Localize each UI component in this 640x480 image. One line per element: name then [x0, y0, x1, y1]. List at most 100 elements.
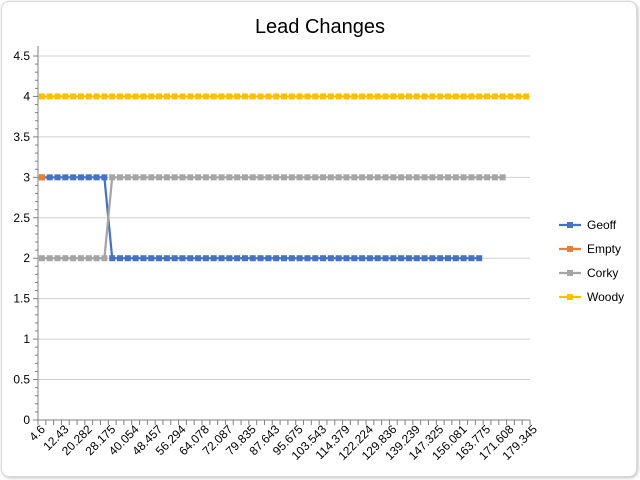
data-point-geoff — [468, 255, 475, 262]
legend-marker-woody — [567, 294, 573, 300]
data-point-woody — [38, 93, 45, 100]
data-point-geoff — [429, 255, 436, 262]
data-point-woody — [405, 93, 412, 100]
data-point-corky — [234, 174, 241, 181]
data-point-corky — [179, 174, 186, 181]
data-point-geoff — [351, 255, 358, 262]
data-point-corky — [491, 174, 498, 181]
legend-label-empty: Empty — [587, 242, 621, 256]
data-point-corky — [273, 174, 280, 181]
data-point-corky — [163, 174, 170, 181]
data-point-woody — [117, 93, 123, 100]
data-point-corky — [499, 174, 506, 181]
legend-label-woody: Woody — [587, 290, 624, 304]
data-point-woody — [101, 93, 108, 100]
data-point-corky — [366, 174, 373, 181]
data-point-woody — [499, 93, 506, 100]
data-point-woody — [507, 93, 514, 100]
data-point-woody — [93, 93, 100, 100]
legend: Geoff Empty Corky Woody — [559, 218, 624, 304]
data-point-woody — [343, 93, 350, 100]
data-point-geoff — [124, 255, 131, 262]
data-point-woody — [320, 93, 327, 100]
y-tick-label: 0 — [23, 413, 30, 427]
data-point-corky — [218, 174, 225, 181]
data-point-geoff — [265, 255, 272, 262]
data-point-corky — [288, 174, 295, 181]
data-point-woody — [249, 93, 256, 100]
data-point-corky — [101, 255, 108, 262]
data-point-woody — [445, 93, 451, 100]
data-point-corky — [132, 174, 139, 181]
data-point-geoff — [281, 255, 287, 262]
data-point-woody — [77, 93, 84, 100]
data-point-woody — [327, 93, 334, 100]
data-point-corky — [124, 174, 131, 181]
data-point-geoff — [54, 174, 61, 181]
data-point-corky — [405, 174, 412, 181]
data-point-corky — [398, 174, 405, 181]
y-tick-label: 2.5 — [13, 211, 30, 225]
legend-label-geoff: Geoff — [587, 218, 617, 232]
data-point-corky — [460, 174, 467, 181]
data-point-woody — [234, 93, 241, 100]
data-point-corky — [195, 174, 202, 181]
data-point-woody — [359, 93, 366, 100]
data-point-corky — [202, 174, 209, 181]
data-point-corky — [140, 174, 147, 181]
data-point-geoff — [288, 255, 295, 262]
data-point-corky — [54, 255, 61, 262]
data-point-woody — [257, 93, 264, 100]
data-point-woody — [437, 93, 444, 100]
data-point-geoff — [187, 255, 194, 262]
data-point-geoff — [148, 255, 155, 262]
data-point-corky — [210, 174, 217, 181]
data-point-geoff — [398, 255, 405, 262]
data-point-geoff — [320, 255, 327, 262]
data-point-corky — [265, 174, 272, 181]
data-point-woody — [374, 93, 381, 100]
data-point-woody — [46, 93, 53, 100]
series-lines — [38, 93, 530, 262]
data-point-geoff — [163, 255, 170, 262]
data-point-corky — [77, 255, 84, 262]
data-point-woody — [351, 93, 358, 100]
data-point-woody — [218, 93, 225, 100]
data-point-geoff — [241, 255, 248, 262]
data-point-woody — [54, 93, 61, 100]
data-point-woody — [156, 93, 163, 100]
data-point-geoff — [335, 255, 342, 262]
legend-label-corky: Corky — [587, 266, 618, 280]
data-point-corky — [359, 174, 366, 181]
data-point-woody — [210, 93, 217, 100]
data-point-woody — [484, 93, 491, 100]
data-point-corky — [390, 174, 397, 181]
data-point-geoff — [421, 255, 428, 262]
data-point-woody — [281, 93, 287, 100]
data-point-woody — [515, 93, 522, 100]
data-point-corky — [171, 174, 178, 181]
data-point-geoff — [70, 174, 77, 181]
data-point-geoff — [460, 255, 467, 262]
y-tick-label: 4.5 — [13, 49, 30, 63]
data-point-geoff — [226, 255, 233, 262]
data-point-corky — [327, 174, 334, 181]
y-tick-label: 4 — [23, 89, 30, 103]
data-point-corky — [148, 174, 155, 181]
data-point-woody — [429, 93, 436, 100]
data-point-corky — [296, 174, 303, 181]
data-point-geoff — [62, 174, 69, 181]
data-point-corky — [374, 174, 381, 181]
y-tick-label: 1.5 — [13, 292, 30, 306]
data-point-geoff — [359, 255, 366, 262]
data-point-geoff — [257, 255, 264, 262]
data-point-geoff — [296, 255, 303, 262]
data-point-corky — [421, 174, 428, 181]
data-point-geoff — [437, 255, 444, 262]
data-point-woody — [288, 93, 295, 100]
data-point-woody — [335, 93, 342, 100]
data-point-geoff — [374, 255, 381, 262]
data-point-geoff — [156, 255, 163, 262]
data-point-corky — [156, 174, 163, 181]
